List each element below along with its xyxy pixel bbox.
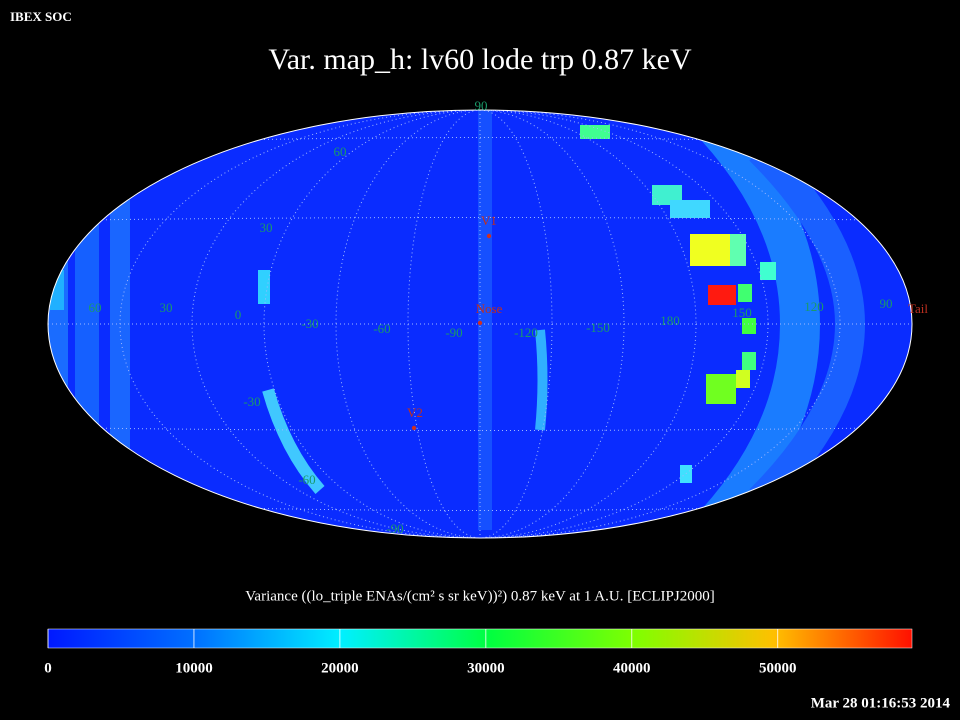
colorbar-tick-label: 10000 [175, 660, 213, 676]
latitude-label: 30 [260, 220, 273, 235]
colorbar [47, 628, 913, 649]
longitude-label: -30 [301, 316, 318, 331]
map-body [48, 110, 912, 538]
longitude-label: -90 [445, 325, 462, 340]
marker-label: V1 [481, 213, 497, 228]
map-cell [48, 110, 68, 538]
map-cell [580, 125, 610, 139]
longitude-label: -60 [373, 321, 390, 336]
longitude-label: 90 [880, 296, 893, 311]
map-strip [262, 388, 325, 494]
map-cell [760, 262, 776, 280]
org-label: IBEX SOC [10, 9, 72, 24]
map-title: Var. map_h: lv60 lode trp 0.87 keV [268, 43, 692, 76]
map-cell [110, 110, 130, 538]
latitude-label: 60 [334, 144, 347, 159]
map-strip [749, 139, 866, 511]
longitude-label: 30 [160, 300, 173, 315]
longitude-label: -150 [586, 320, 610, 335]
map-outline [47, 109, 913, 539]
map-cell [706, 374, 736, 404]
map-cell [670, 200, 710, 218]
map-strip [535, 329, 548, 431]
longitude-label: 60 [89, 300, 102, 315]
map-cell [690, 234, 730, 266]
latitude-label: -90 [386, 521, 403, 536]
longitude-label: 150 [732, 305, 752, 320]
marker-dot [486, 233, 492, 239]
longitude-label: 0 [235, 307, 242, 322]
marker-label: Nose [476, 301, 503, 316]
colorbar-tick-label: 0 [44, 660, 52, 676]
map-cell [75, 110, 99, 538]
map-cell [680, 465, 692, 483]
map-cell [708, 285, 736, 305]
map-cell [478, 110, 492, 530]
colorbar-tick-label: 50000 [759, 660, 797, 676]
map-cell [742, 352, 756, 370]
map-cell [730, 234, 746, 266]
marker-label: V2 [407, 405, 423, 420]
longitude-label: 120 [804, 299, 824, 314]
longitude-label: -120 [514, 325, 538, 340]
longitude-label: 180 [660, 313, 680, 328]
colorbar-tick-label: 20000 [321, 660, 359, 676]
map-cell [742, 318, 756, 334]
colorbar-tick-label: 30000 [467, 660, 505, 676]
map-cell [738, 284, 752, 302]
latitude-label: 90 [475, 98, 488, 113]
colorbar-caption: Variance ((lo_triple ENAs/(cm² s sr keV)… [245, 588, 714, 604]
map-cell [736, 370, 750, 388]
map-cell [258, 270, 270, 304]
marker-label: Tail [908, 301, 928, 316]
marker-dot [477, 320, 483, 326]
map-cell [50, 270, 64, 310]
timestamp: Mar 28 01:16:53 2014 [811, 695, 951, 711]
latitude-label: -30 [243, 394, 260, 409]
latitude-label: -60 [298, 472, 315, 487]
marker-dot [411, 425, 417, 431]
colorbar-tick-label: 40000 [613, 660, 651, 676]
